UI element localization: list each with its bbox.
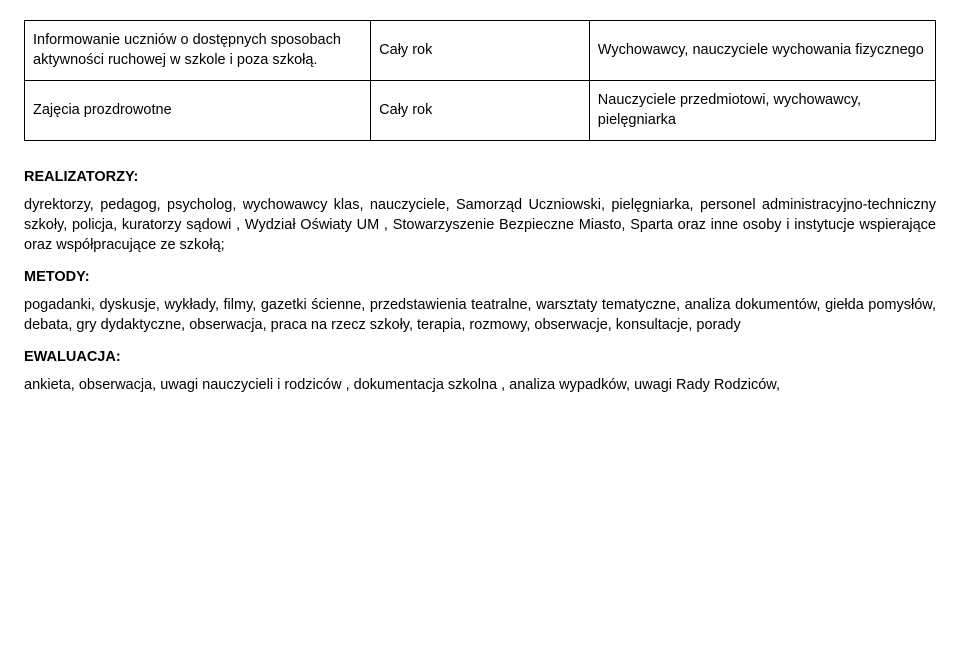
ewaluacja-text: ankieta, obserwacja, uwagi nauczycieli i… — [24, 375, 936, 395]
cell-period: Cały rok — [371, 81, 590, 141]
realizatorzy-text: dyrektorzy, pedagog, psycholog, wychowaw… — [24, 195, 936, 255]
metody-heading: METODY: — [24, 269, 936, 285]
cell-activity: Zajęcia prozdrowotne — [25, 81, 371, 141]
cell-responsible: Nauczyciele przedmiotowi, wychowawcy, pi… — [589, 81, 935, 141]
activity-table: Informowanie uczniów o dostępnych sposob… — [24, 20, 936, 141]
ewaluacja-heading: EWALUACJA: — [24, 349, 936, 365]
table-row: Zajęcia prozdrowotne Cały rok Nauczyciel… — [25, 81, 936, 141]
cell-period: Cały rok — [371, 21, 590, 81]
cell-responsible: Wychowawcy, nauczyciele wychowania fizyc… — [589, 21, 935, 81]
table-row: Informowanie uczniów o dostępnych sposob… — [25, 21, 936, 81]
cell-activity: Informowanie uczniów o dostępnych sposob… — [25, 21, 371, 81]
realizatorzy-heading: REALIZATORZY: — [24, 169, 936, 185]
metody-text: pogadanki, dyskusje, wykłady, filmy, gaz… — [24, 295, 936, 335]
